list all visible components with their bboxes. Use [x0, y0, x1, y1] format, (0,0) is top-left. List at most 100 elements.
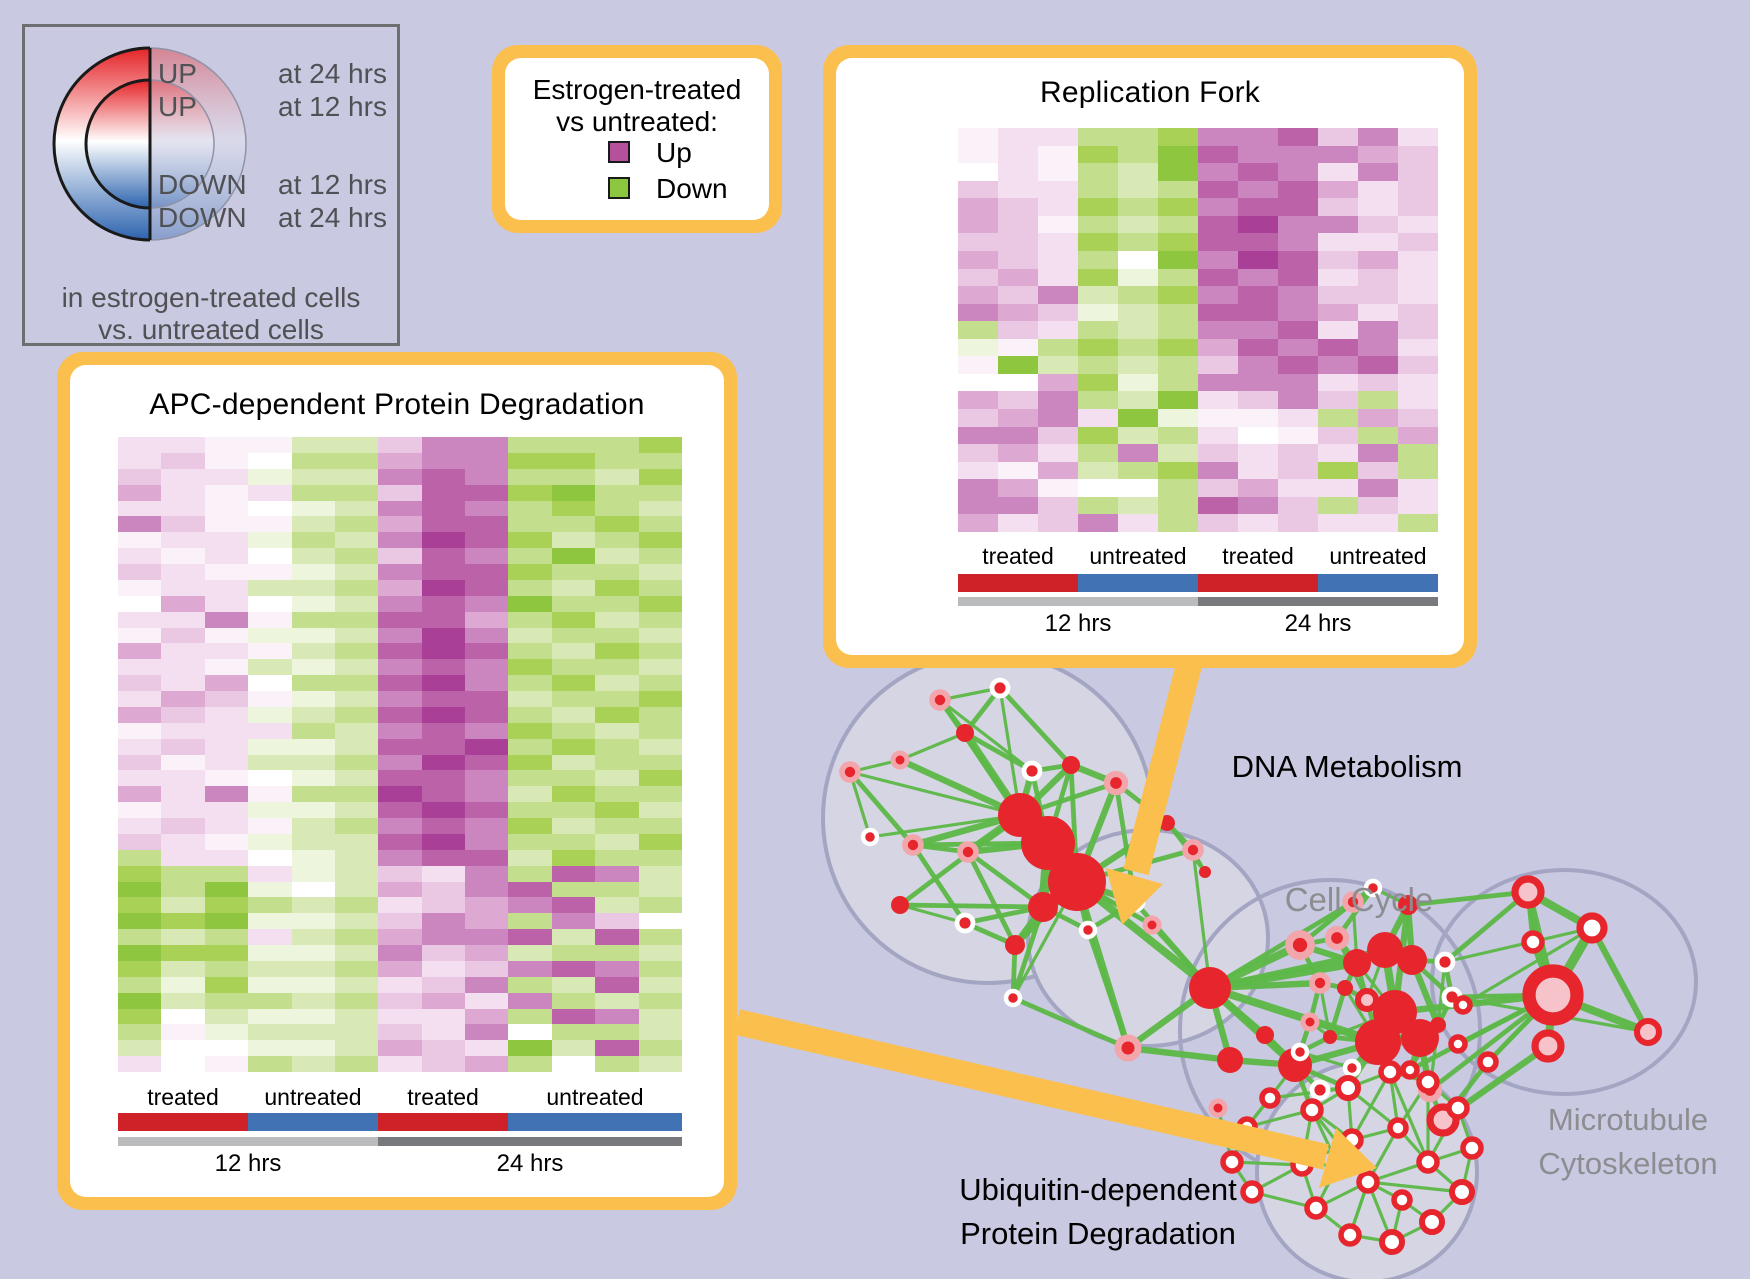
heatmap-cell-repfork-r3c3 — [1078, 180, 1118, 199]
heatmap-cell-repfork-r22c11 — [1398, 514, 1438, 532]
heatmap-cell-repfork-r12c10 — [1358, 338, 1398, 357]
heatmap-cell-apc-r2c5 — [334, 468, 379, 485]
heatmap-cell-apc-r17c0 — [118, 706, 162, 723]
network-edge — [1588, 924, 1652, 1036]
heatmap-cell-repfork-r5c6 — [1198, 215, 1238, 234]
heatmap-cell-repfork-r21c4 — [1118, 496, 1158, 515]
heatmap-cell-repfork-r6c10 — [1358, 233, 1398, 251]
heatmap-cell-repfork-r8c10 — [1358, 268, 1398, 287]
heatmap-cell-apc-r38c4 — [291, 1040, 335, 1057]
heatmap-cell-apc-r8c9 — [508, 564, 552, 580]
heatmap-cell-repfork-r8c11 — [1398, 268, 1438, 287]
heatmap-cell-apc-r19c9 — [508, 738, 552, 755]
heatmap-cell-apc-r16c2 — [204, 691, 249, 707]
heatmap-cell-apc-r33c6 — [378, 960, 422, 977]
heatmap-cell-apc-r8c7 — [421, 564, 466, 580]
heatmap-cell-apc-r30c2 — [204, 913, 249, 930]
heatmap-cell-apc-r23c10 — [551, 802, 596, 818]
heatmap-cell-repfork-r14c8 — [1278, 373, 1318, 392]
heatmap-cell-repfork-r11c2 — [1038, 321, 1078, 339]
heatmap-cell-repfork-r19c6 — [1198, 461, 1238, 480]
heatmap-cell-apc-r30c0 — [118, 913, 162, 930]
network-node-34 — [1367, 932, 1403, 968]
heatmap-cell-repfork-r15c0 — [958, 391, 998, 410]
network-edge — [897, 902, 1046, 910]
heatmap-cell-repfork-r11c5 — [1158, 321, 1198, 339]
heatmap-cell-apc-r9c8 — [465, 579, 509, 596]
heatmap-cell-repfork-r1c5 — [1158, 145, 1198, 164]
heatmap-cell-repfork-r21c9 — [1318, 496, 1358, 515]
network-node-77 — [1387, 1117, 1409, 1139]
heatmap-cell-apc-r12c12 — [638, 627, 682, 644]
heatmap-cell-apc-r31c6 — [378, 929, 422, 945]
heatmap-cell-apc-r13c0 — [118, 643, 162, 660]
heatmap-cell-repfork-r17c10 — [1358, 426, 1398, 445]
heatmap-cell-apc-r6c5 — [334, 532, 379, 549]
heatmap-cell-repfork-r3c9 — [1318, 180, 1358, 199]
heatmap-cell-repfork-r3c5 — [1158, 180, 1198, 199]
heatmap-cell-repfork-r10c4 — [1118, 303, 1158, 322]
network-edge — [1443, 926, 1594, 964]
ring-label-up-outer: UP — [158, 58, 197, 89]
heatmap-cell-repfork-r21c2 — [1038, 496, 1078, 515]
heatmap-cell-apc-r7c4 — [291, 548, 335, 564]
heatmap-cell-apc-r26c4 — [291, 849, 335, 866]
heatmap-cell-apc-r4c4 — [291, 500, 335, 517]
heatmap-cell-repfork-r11c11 — [1398, 321, 1438, 339]
heatmap-cell-repfork-r14c1 — [998, 373, 1038, 392]
heatmap-cell-repfork-r8c9 — [1318, 268, 1358, 287]
heatmap-cell-apc-r36c10 — [551, 1008, 596, 1025]
heatmap-cell-apc-r16c12 — [638, 691, 682, 707]
heatmap-cell-apc-r17c6 — [378, 706, 422, 723]
heatmap-cell-apc-r25c10 — [551, 833, 596, 850]
heatmap-cell-apc-r1c6 — [378, 452, 422, 469]
apc-bar-untreated-12 — [248, 1113, 378, 1131]
heatmap-cell-apc-r23c5 — [334, 802, 379, 818]
heatmap-cell-apc-r5c2 — [204, 516, 249, 533]
heatmap-cell-apc-r14c12 — [638, 659, 682, 676]
heatmap-cell-apc-r29c3 — [248, 897, 292, 914]
heatmap-cell-repfork-r13c9 — [1318, 356, 1358, 374]
heatmap-cell-apc-r23c4 — [291, 802, 335, 818]
heatmap-cell-apc-r10c12 — [638, 595, 682, 612]
heatmap-cell-apc-r6c12 — [638, 532, 682, 549]
heatmap-cell-apc-r12c2 — [204, 627, 249, 644]
network-node-55 — [1576, 912, 1608, 944]
heatmap-cell-repfork-r0c1 — [998, 128, 1038, 146]
heatmap-cell-apc-r19c8 — [465, 738, 509, 755]
heatmap-cell-repfork-r6c7 — [1238, 233, 1278, 251]
heatmap-cell-apc-r19c4 — [291, 738, 335, 755]
network-node-48 — [1342, 891, 1364, 913]
heatmap-cell-repfork-r0c2 — [1038, 128, 1078, 146]
heatmap-cell-apc-r32c0 — [118, 945, 162, 961]
heatmap-cell-apc-r35c8 — [465, 992, 509, 1009]
network-node-68 — [1446, 1096, 1470, 1120]
heatmap-cell-apc-r7c12 — [638, 548, 682, 564]
heatmap-cell-apc-r26c6 — [378, 849, 422, 866]
network-node-67 — [1416, 1070, 1440, 1094]
heatmap-cell-apc-r6c7 — [421, 532, 466, 549]
heatmap-cell-repfork-r16c1 — [998, 409, 1038, 427]
heatmap-cell-repfork-r10c2 — [1038, 303, 1078, 322]
heatmap-cell-repfork-r13c2 — [1038, 356, 1078, 374]
heatmap-cell-apc-r3c7 — [421, 484, 466, 501]
heatmap-cell-repfork-r19c11 — [1398, 461, 1438, 480]
heatmap-cell-repfork-r22c1 — [998, 514, 1038, 532]
heatmap-cell-repfork-r8c3 — [1078, 268, 1118, 287]
heatmap-cell-repfork-r0c4 — [1118, 128, 1158, 146]
heatmap-cell-apc-r14c11 — [595, 659, 639, 676]
heatmap-cell-repfork-r4c10 — [1358, 198, 1398, 216]
heatmap-cell-apc-r31c7 — [421, 929, 466, 945]
heatmap-cell-apc-r21c1 — [161, 770, 205, 787]
heatmap-cell-apc-r26c3 — [248, 849, 292, 866]
heatmap-cell-apc-r29c9 — [508, 897, 552, 914]
heatmap-cell-apc-r38c8 — [465, 1040, 509, 1057]
heatmap-cell-repfork-r13c6 — [1198, 356, 1238, 374]
heatmap-cell-apc-r18c7 — [421, 722, 466, 739]
heatmap-cell-repfork-r8c8 — [1278, 268, 1318, 287]
heatmap-cell-apc-r13c3 — [248, 643, 292, 660]
heatmap-cell-apc-r36c1 — [161, 1008, 205, 1025]
heatmap-cell-repfork-r21c1 — [998, 496, 1038, 515]
ring-caption-line2: vs. untreated cells — [98, 314, 324, 345]
